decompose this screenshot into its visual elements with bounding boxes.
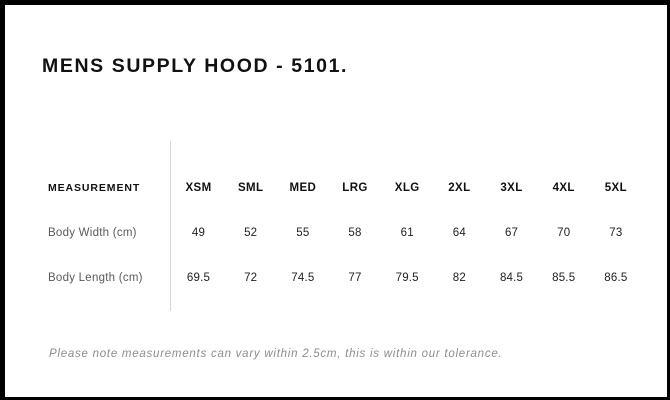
table-row: Body Width (cm) 49 52 55 58 61 64 67 70 … [42,210,642,255]
table-vertical-divider [170,141,171,311]
cell-body-length-lrg: 77 [348,271,362,284]
size-chart-table: MEASUREMENT XSM SML MED LRG XLG 2XL 3XL … [42,165,642,300]
cell-body-length-3xl: 84.5 [499,271,524,284]
column-header-xlg: XLG [394,181,420,194]
cell-body-length-2xl: 82 [452,271,466,284]
cell-body-width-sml: 52 [244,226,258,239]
table-row: Body Length (cm) 69.5 72 74.5 77 79.5 82… [42,255,642,300]
page-title: MENS SUPPLY HOOD - 5101. [42,55,349,77]
column-header-med: MED [289,181,317,194]
cell-body-width-4xl: 70 [557,226,571,239]
size-chart-inner: MENS SUPPLY HOOD - 5101. MEASUREMENT XSM… [5,5,667,397]
column-header-xsm: XSM [185,181,212,194]
cell-body-length-xsm: 69.5 [186,271,211,284]
column-header-sml: SML [237,181,264,194]
table-header: MEASUREMENT XSM SML MED LRG XLG 2XL 3XL … [42,165,642,210]
cell-body-width-2xl: 64 [452,226,466,239]
cell-body-length-med: 74.5 [291,271,315,284]
column-header-measurement: MEASUREMENT [48,181,141,194]
cell-body-width-5xl: 73 [609,226,623,239]
column-header-4xl: 4XL [552,181,575,194]
row-label-body-width: Body Width (cm) [48,226,137,239]
column-header-5xl: 5XL [604,181,628,194]
cell-body-width-lrg: 58 [348,226,362,239]
column-header-lrg: LRG [342,181,368,194]
cell-body-length-4xl: 85.5 [552,271,576,284]
tolerance-note: Please note measurements can vary within… [49,348,503,360]
cell-body-length-sml: 72 [244,271,258,284]
cell-body-width-med: 55 [296,226,310,239]
row-label-body-length: Body Length (cm) [48,271,143,284]
cell-body-width-3xl: 67 [504,226,519,239]
cell-body-width-xsm: 49 [191,226,206,239]
column-header-2xl: 2XL [448,181,471,194]
column-header-3xl: 3XL [500,181,523,194]
cell-body-length-5xl: 86.5 [604,271,628,284]
table-body: Body Width (cm) 49 52 55 58 61 64 67 70 … [42,210,642,300]
cell-body-length-xlg: 79.5 [395,271,419,284]
table-header-row: MEASUREMENT XSM SML MED LRG XLG 2XL 3XL … [42,165,642,210]
cell-body-width-xlg: 61 [400,226,414,239]
